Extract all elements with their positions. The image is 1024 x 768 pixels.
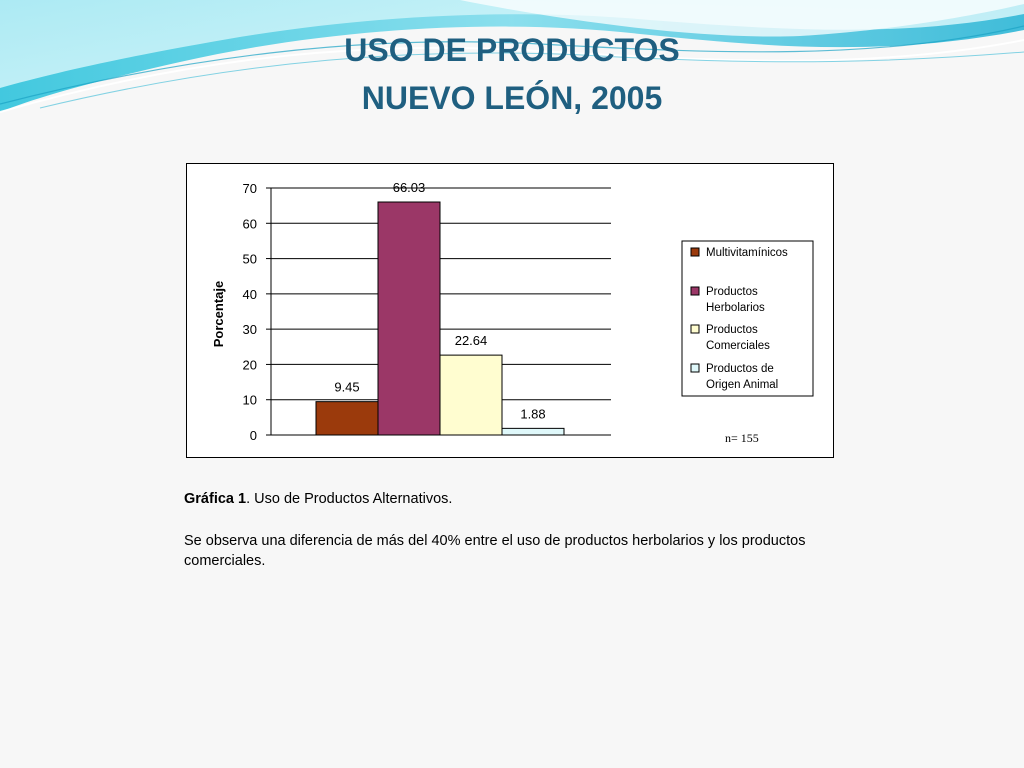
slide-title-line-2: NUEVO LEÓN, 2005 xyxy=(361,80,663,116)
y-tick-label: 30 xyxy=(243,322,257,337)
legend-label-2: Herbolarios xyxy=(706,302,765,314)
caption-heading: Gráfica 1. Uso de Productos Alternativos… xyxy=(184,489,824,509)
legend-label-3: Comerciales xyxy=(706,340,770,352)
y-tick-labels: 0 10 20 30 40 50 60 70 xyxy=(243,181,271,443)
y-tick-label: 10 xyxy=(243,393,257,408)
legend: Multivitamínicos Productos Herbolarios Prod… xyxy=(681,240,814,397)
bar-chart: 0 10 20 30 40 50 60 70 9.45 66.03 22.64 1.88 Porce… xyxy=(211,180,814,445)
caption-body: Se observa una diferencia de más del 40%… xyxy=(184,533,806,569)
caption-label-bold: Gráfica 1 xyxy=(184,491,247,507)
legend-label-1: Multivitamínicos xyxy=(706,247,788,259)
caption: Gráfica 1. Uso de Productos Alternativos… xyxy=(184,489,824,571)
legend-swatch-4 xyxy=(690,363,700,373)
chart-frame: 0 10 20 30 40 50 60 70 9.45 66.03 22.64 1.88 Porce… xyxy=(186,163,834,458)
legend-swatch-1 xyxy=(690,247,700,257)
value-label-2: 66.03 xyxy=(393,180,426,195)
value-label-3: 22.64 xyxy=(455,333,488,348)
legend-swatch-3 xyxy=(690,324,700,334)
bars xyxy=(315,201,565,436)
bar-3 xyxy=(439,354,503,436)
bar-4 xyxy=(501,427,565,436)
value-label-1: 9.45 xyxy=(334,380,359,395)
slide-title-line-1: USO DE PRODUCTOS xyxy=(344,32,680,68)
y-tick-label: 70 xyxy=(243,181,257,196)
caption-label-rest: . Uso de Productos Alternativos. xyxy=(246,491,453,507)
y-tick-label: 50 xyxy=(243,252,257,267)
value-labels: 9.45 66.03 22.64 1.88 xyxy=(334,180,545,421)
legend-label-4: Productos de xyxy=(706,363,774,375)
legend-label-4: Origen Animal xyxy=(706,379,778,391)
legend-box xyxy=(681,240,814,397)
y-tick-label: 0 xyxy=(250,428,257,443)
value-label-4: 1.88 xyxy=(520,406,545,421)
legend-swatch-2 xyxy=(690,286,700,296)
y-tick-label: 60 xyxy=(243,216,257,231)
sample-size-annotation: n= 155 xyxy=(725,431,759,445)
legend-label-2: Productos xyxy=(706,286,758,298)
bar-1 xyxy=(315,401,379,436)
y-axis-label: Porcentaje xyxy=(211,281,226,347)
bar-2 xyxy=(377,201,441,436)
legend-label-3: Productos xyxy=(706,324,758,336)
y-tick-label: 40 xyxy=(243,287,257,302)
y-tick-label: 20 xyxy=(243,357,257,372)
